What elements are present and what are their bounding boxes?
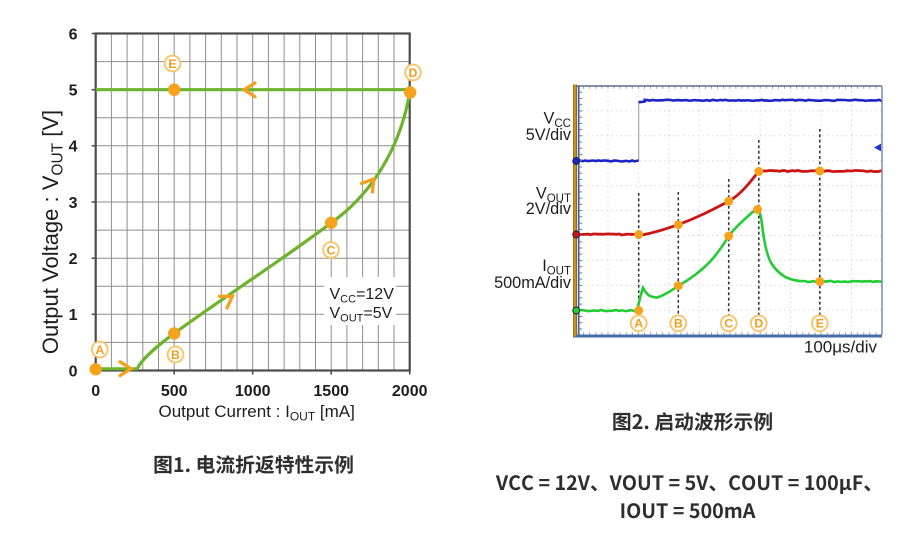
svg-text:500: 500 [161,383,188,400]
svg-text:0: 0 [69,363,78,380]
svg-text:1: 1 [69,307,78,324]
svg-text:100μs/div: 100μs/div [804,338,878,357]
svg-text:B: B [674,317,683,331]
svg-text:3: 3 [69,195,78,212]
svg-text:500mA/div: 500mA/div [494,274,572,292]
svg-text:A: A [634,317,643,331]
svg-text:C: C [327,243,336,257]
svg-text:B: B [171,348,180,362]
svg-text:1500: 1500 [313,383,349,400]
svg-text:D: D [754,317,763,331]
svg-text:C: C [724,317,733,331]
svg-text:5: 5 [69,83,78,100]
svg-text:VCC=12V: VCC=12V [330,286,395,305]
svg-text:E: E [816,317,824,331]
svg-text:2: 2 [69,251,78,268]
svg-text:E: E [168,57,176,71]
svg-text:2000: 2000 [392,383,428,400]
svg-text:D: D [409,66,418,80]
svg-text:0: 0 [91,383,100,400]
svg-text:4: 4 [69,139,78,156]
svg-text:A: A [95,343,104,357]
svg-text:6: 6 [69,26,78,43]
svg-text:5V/div: 5V/div [526,126,572,144]
svg-text:Output Current : IOUT [mA]: Output Current : IOUT [mA] [159,402,355,424]
svg-text:1000: 1000 [235,383,271,400]
svg-text:2V/div: 2V/div [526,200,572,218]
